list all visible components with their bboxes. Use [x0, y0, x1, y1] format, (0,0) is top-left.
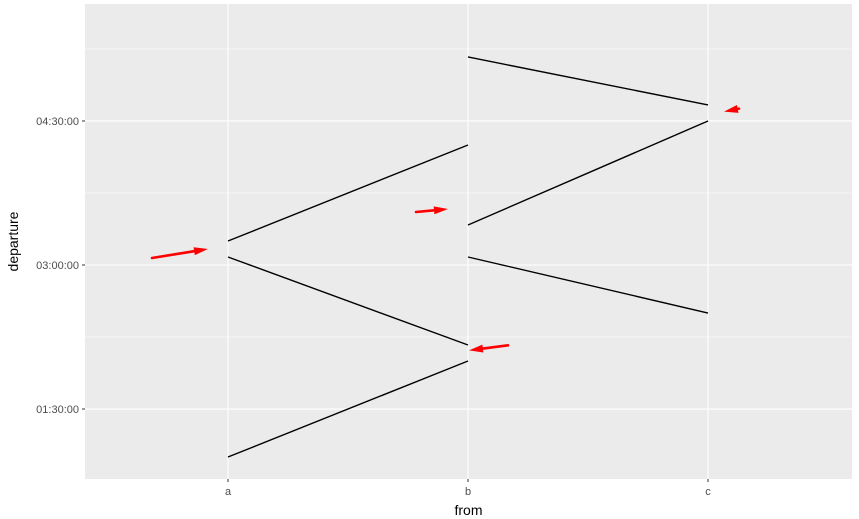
- segment-line: [467, 120, 709, 226]
- segment-line: [227, 144, 469, 242]
- annotation-arrow: [469, 344, 510, 353]
- annotation-arrow: [414, 206, 448, 215]
- y-tick-label: 01:30:00: [36, 404, 79, 416]
- segment-line: [227, 256, 469, 346]
- annotation-arrow: [150, 247, 208, 260]
- series-layer: [227, 56, 709, 458]
- segment-line: [467, 256, 709, 314]
- x-tick-label: c: [705, 486, 711, 498]
- annotation-layer: [150, 104, 741, 353]
- axis-layer: 01:30:00 03:00:00 04:30:00 a b c: [36, 116, 711, 498]
- grid-layer: [85, 4, 852, 479]
- y-axis-title: departure: [5, 211, 21, 271]
- y-tick-label: 03:00:00: [36, 260, 79, 272]
- segment-line: [227, 360, 469, 458]
- y-tick-label: 04:30:00: [36, 116, 79, 128]
- x-tick-label: b: [465, 486, 471, 498]
- segment-line: [467, 56, 709, 106]
- x-tick-label: a: [225, 486, 232, 498]
- x-axis-title: from: [455, 502, 483, 518]
- annotation-arrow: [724, 104, 741, 113]
